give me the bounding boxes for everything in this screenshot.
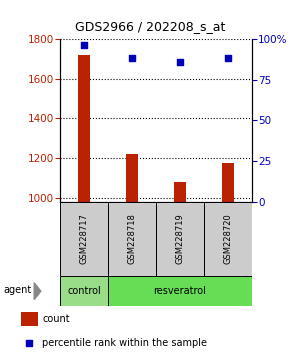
Text: control: control	[67, 286, 101, 296]
Point	[130, 56, 134, 61]
Text: agent: agent	[3, 285, 31, 295]
Bar	[108, 202, 156, 276]
Bar	[174, 182, 186, 202]
Text: resveratrol: resveratrol	[154, 286, 206, 296]
Bar	[60, 276, 108, 306]
Text: GSM228720: GSM228720	[224, 213, 232, 264]
Point	[82, 42, 86, 48]
Text: percentile rank within the sample: percentile rank within the sample	[42, 338, 207, 348]
Point	[27, 340, 32, 346]
Text: GDS2966 / 202208_s_at: GDS2966 / 202208_s_at	[75, 20, 225, 33]
Text: count: count	[42, 314, 70, 324]
Point	[226, 56, 230, 61]
Point	[178, 59, 182, 64]
Text: GSM228719: GSM228719	[176, 213, 184, 264]
Text: GSM228717: GSM228717	[80, 213, 88, 264]
Bar	[108, 276, 252, 306]
Bar	[78, 55, 90, 202]
Bar	[21, 312, 38, 326]
Bar	[204, 202, 252, 276]
Bar	[222, 163, 234, 202]
Bar	[60, 202, 108, 276]
Bar	[126, 154, 138, 202]
Bar	[156, 202, 204, 276]
Text: GSM228718: GSM228718	[128, 213, 136, 264]
Polygon shape	[34, 283, 41, 299]
